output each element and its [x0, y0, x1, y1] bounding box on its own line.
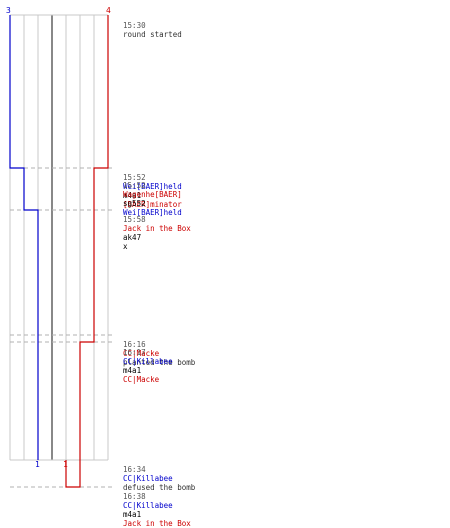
- event-victim: [BAER]minator: [123, 200, 182, 209]
- event-weapon: sg552: [123, 199, 146, 208]
- round-timeline-graph: [9, 14, 112, 488]
- event-time: 16:38: [123, 492, 146, 501]
- event-actor: Jack in the Box: [123, 224, 191, 233]
- event-time: 15:58: [123, 215, 146, 224]
- red-end-count: 1: [63, 460, 68, 469]
- player-slot-lines: [9, 14, 109, 461]
- event-actor: CC|Killabee: [123, 501, 173, 510]
- red-team-alive-line: [65, 15, 109, 488]
- event-time: 15:52: [123, 181, 146, 190]
- event-actor: Wei[BAER]held: [123, 182, 182, 191]
- event-weapon: m4a1: [123, 366, 142, 375]
- event-verb: round started: [123, 30, 182, 39]
- red-start-count: 4: [106, 6, 111, 15]
- event-weapon: ak47: [123, 233, 142, 242]
- event-row: 15:30 round started: [114, 12, 182, 39]
- event-weapon: m4a1: [123, 510, 142, 519]
- event-actor: Wagenhe[BAER]: [123, 190, 182, 199]
- event-verb: planted the bomb: [123, 358, 196, 367]
- event-actor: CC|Killabee: [123, 474, 173, 483]
- event-time: 16:17: [123, 348, 146, 357]
- event-row: 16:17 CC|Killabee m4a1 CC|Macke: [114, 339, 173, 384]
- event-connectors: [10, 167, 112, 488]
- event-time: 16:16: [123, 340, 146, 349]
- event-victim: Jack in the Box: [123, 519, 191, 528]
- blue-team-alive-line: [9, 15, 39, 460]
- blue-end-count: 1: [35, 460, 40, 469]
- blue-start-count: 3: [6, 6, 11, 15]
- event-row: 15:52 Wei[BAER]held m4a1 [BAER]minator: [114, 164, 182, 209]
- event-time: 15:30: [123, 21, 146, 30]
- event-time: 15:52: [123, 173, 146, 182]
- event-row: 15:58 Jack in the Box ak47 x: [114, 206, 191, 251]
- event-actor: CC|Killabee: [123, 357, 173, 366]
- event-victim: Wei[BAER]held: [123, 208, 182, 217]
- event-weapon: m4a1: [123, 191, 142, 200]
- event-row: 15:52 Wagenhe[BAER] sg552 Wei[BAER]held: [114, 172, 182, 217]
- event-time: 16:34: [123, 465, 146, 474]
- event-victim: CC|Macke: [123, 375, 160, 384]
- event-suffix: x: [123, 242, 128, 251]
- event-row: 16:16 CC|Macke planted the bomb: [114, 331, 195, 367]
- event-row: 16:34 CC|Killabee defused the bomb: [114, 456, 195, 492]
- event-verb: defused the bomb: [123, 483, 196, 492]
- event-row: 16:38 CC|Killabee m4a1 Jack in the Box: [114, 483, 191, 528]
- event-actor: CC|Macke: [123, 349, 160, 358]
